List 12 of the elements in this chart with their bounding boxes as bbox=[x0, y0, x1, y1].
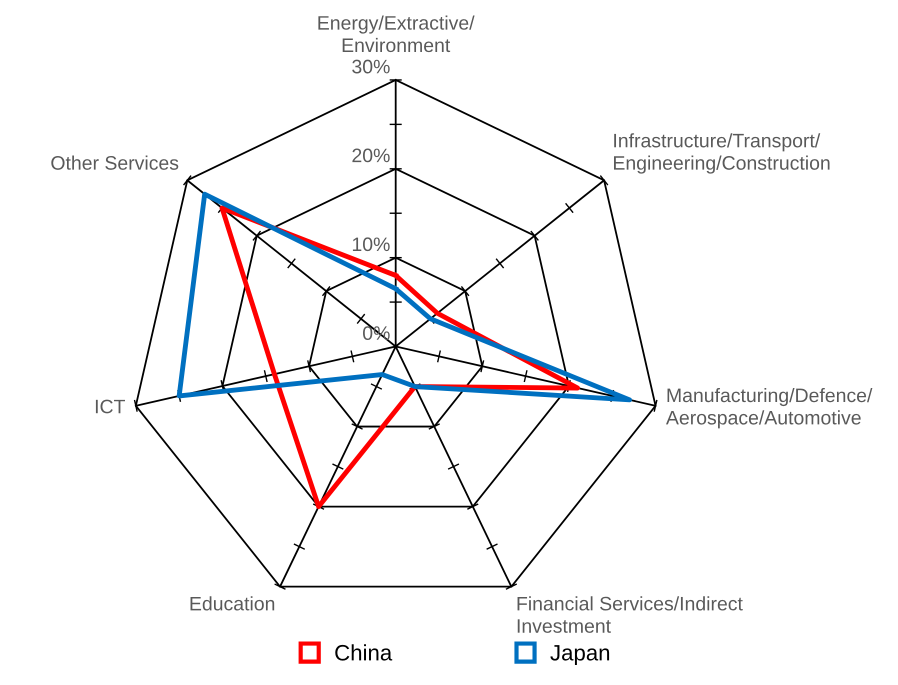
y-tick-label: 20% bbox=[352, 148, 390, 162]
spoke-label: Infrastructure/Transport/ Engineering/Construction bbox=[614, 133, 830, 174]
legend-label: Japan bbox=[550, 645, 610, 665]
spoke-label: Financial Services/Indirect Investment bbox=[518, 596, 743, 633]
spoke-label: Education bbox=[190, 596, 274, 611]
spoke-label: Other Services bbox=[51, 156, 178, 170]
y-tick-label: 10% bbox=[352, 237, 390, 252]
y-tick-label: 30% bbox=[352, 60, 390, 74]
legend-label: China bbox=[335, 644, 392, 661]
spoke-label: Energy/Extractive/ Environment bbox=[318, 15, 475, 52]
spoke-label: Manufacturing/Defence/ Aerospace/Automotive bbox=[666, 388, 872, 428]
spoke-label: ICT bbox=[96, 400, 125, 414]
